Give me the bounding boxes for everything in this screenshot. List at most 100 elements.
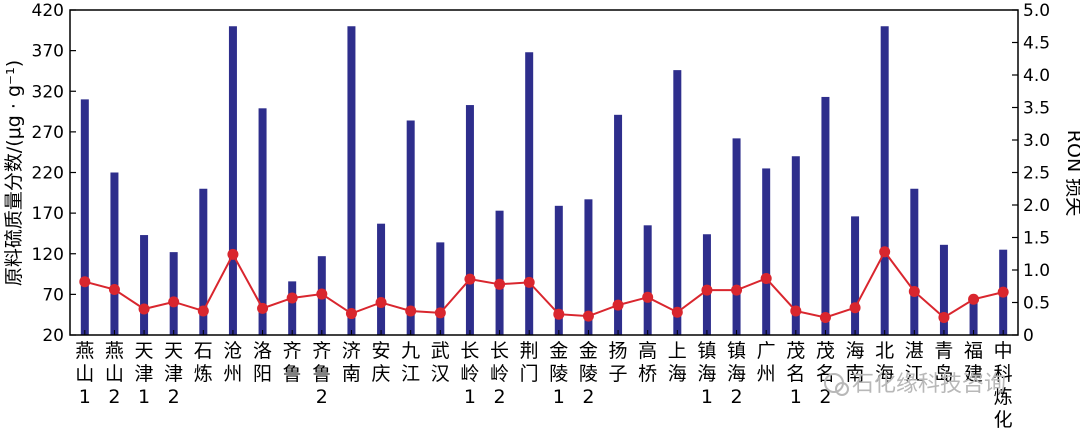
data-point: [375, 297, 387, 308]
bar: [614, 114, 623, 335]
category-label-char: 荆: [520, 340, 539, 362]
right-tick-label: 1.0: [1023, 261, 1050, 281]
category-label: 茂名2: [816, 340, 835, 408]
category-label-char: 北: [875, 340, 894, 362]
category-label: 洛阳: [253, 340, 272, 385]
bar: [851, 216, 860, 335]
bar: [969, 302, 978, 335]
bar: [702, 234, 711, 335]
left-axis-title: 原料硫质量分数/(μg · g⁻¹): [3, 60, 25, 286]
data-point: [760, 272, 772, 284]
left-tick-label: 420: [32, 1, 64, 21]
left-tick-label: 320: [32, 82, 64, 102]
category-label: 荆门: [520, 340, 539, 385]
bar: [140, 235, 149, 335]
category-label-char: 2: [494, 386, 506, 408]
data-point: [582, 310, 594, 322]
category-label: 金陵2: [579, 340, 598, 408]
category-label-char: 南: [342, 363, 361, 385]
category-label-char: 州: [223, 363, 242, 385]
right-tick-label: 5.0: [1023, 1, 1050, 21]
right-tick-label: 3.5: [1023, 99, 1050, 119]
category-label: 上海: [668, 340, 687, 385]
category-label: 镇海1: [697, 340, 716, 408]
bar: [288, 281, 297, 335]
wechat-icon-inner: [835, 382, 849, 396]
data-point: [968, 293, 980, 305]
category-label-char: 岭: [460, 363, 479, 385]
bar: [584, 199, 593, 335]
left-tick-label: 120: [32, 245, 64, 265]
category-label-char: 2: [819, 386, 831, 408]
category-label-char: 金: [579, 340, 598, 362]
category-label: 高桥: [638, 340, 657, 385]
bar: [732, 138, 741, 335]
category-label-char: 天: [135, 340, 154, 362]
bar: [910, 188, 919, 335]
category-label: 湛江: [905, 340, 924, 385]
right-tick-label: 4.5: [1023, 34, 1050, 54]
category-label-char: 福: [964, 340, 983, 362]
right-axis-title: RON 损失: [1063, 130, 1080, 216]
data-point: [819, 311, 831, 323]
category-label-char: 陵: [549, 363, 568, 385]
bar: [436, 242, 445, 335]
category-label: 青岛: [934, 340, 953, 385]
category-label-char: 桥: [638, 363, 657, 385]
series-line: [84, 249, 1004, 319]
data-point: [671, 306, 683, 318]
category-label: 扬子: [609, 340, 628, 385]
category-label: 长岭1: [460, 340, 479, 408]
category-label-char: 海: [697, 363, 716, 385]
category-label: 燕山2: [105, 340, 124, 408]
category-label-char: 茂: [816, 340, 835, 362]
category-label-char: 中: [994, 340, 1013, 362]
bar: [880, 26, 889, 335]
category-label-char: 子: [609, 363, 628, 385]
category-label-char: 洛: [253, 340, 272, 362]
data-point: [731, 284, 743, 296]
bar: [554, 205, 563, 335]
category-label: 镇海2: [727, 340, 746, 408]
data-point: [523, 276, 535, 288]
category-label: 武汉: [431, 340, 450, 385]
bar: [465, 105, 474, 335]
category-label-char: 岭: [490, 363, 509, 385]
bar: [347, 26, 356, 335]
bar: [762, 168, 771, 335]
category-label-char: 汉: [431, 363, 450, 385]
category-label-char: 上: [668, 340, 687, 362]
category-label-char: 2: [108, 386, 120, 408]
category-label: 齐鲁2: [312, 340, 331, 408]
category-label-char: 长: [460, 340, 479, 362]
left-tick-label: 170: [32, 204, 64, 224]
data-point: [257, 302, 269, 314]
right-tick-label: 0: [1023, 326, 1034, 346]
category-label-char: 化: [994, 409, 1013, 431]
category-label-char: 炼: [994, 386, 1013, 408]
category-label-char: 建: [964, 363, 983, 385]
category-label-char: 2: [316, 386, 328, 408]
right-tick-label: 3.0: [1023, 131, 1050, 151]
data-point: [168, 296, 180, 308]
category-label-char: 陵: [579, 363, 598, 385]
data-point: [197, 305, 209, 317]
category-label-char: 鲁: [283, 363, 302, 385]
data-point: [286, 292, 298, 304]
category-label-char: 燕: [75, 340, 94, 362]
category-label-char: 山: [105, 363, 124, 385]
data-point: [997, 286, 1009, 298]
category-label-char: 南: [846, 363, 865, 385]
category-label-char: 齐: [312, 340, 331, 362]
left-axis-ticks: 20 70 120 170 220 270 320 370 420: [32, 1, 76, 346]
right-axis-ticks: 0 0.5 1.0 1.5 2.0 2.5 3.0 3.5 4.0 4.5 5.0: [1012, 1, 1050, 346]
right-tick-label: 1.5: [1023, 229, 1050, 249]
right-tick-label: 0.5: [1023, 294, 1050, 314]
category-label-char: 茂: [786, 340, 805, 362]
category-label: 燕山1: [75, 340, 94, 408]
category-label-char: 镇: [727, 340, 746, 362]
category-label: 沧州: [223, 340, 242, 385]
bar: [939, 244, 948, 335]
category-label-char: 湛: [905, 340, 924, 362]
category-label-char: 津: [164, 363, 183, 385]
